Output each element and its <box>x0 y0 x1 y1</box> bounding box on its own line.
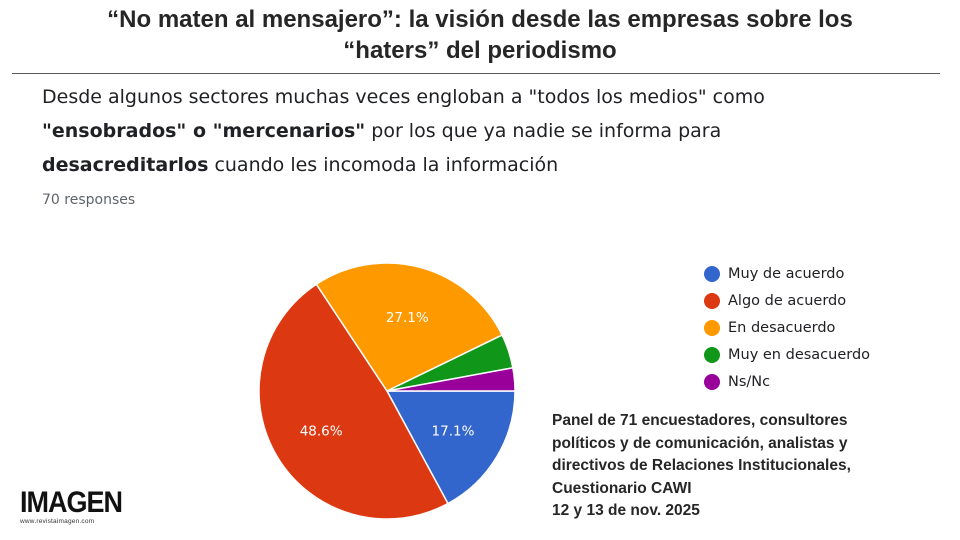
source-line-4: Cuestionario CAWI <box>552 479 692 497</box>
question-bold-1: "ensobrados" o "mercenarios" <box>42 120 366 142</box>
chart-legend: Muy de acuerdo Algo de acuerdo En desacuer… <box>704 260 870 395</box>
source-note: Panel de 71 encuestadores, consultores p… <box>552 410 942 523</box>
title-divider <box>12 73 940 74</box>
legend-swatch-1 <box>704 292 720 309</box>
legend-item-3: Muy en desacuerdo <box>704 341 870 368</box>
pie-slice-1 <box>258 283 449 520</box>
source-line-3: directivos de Relaciones Institucionales… <box>552 457 851 474</box>
legend-swatch-3 <box>704 346 720 363</box>
legend-swatch-0 <box>704 265 720 282</box>
logo-url: www.revistaimagen.com <box>20 518 95 525</box>
legend-swatch-2 <box>704 319 720 336</box>
legend-label-2: En desacuerdo <box>728 319 836 336</box>
legend-item-1: Algo de acuerdo <box>704 287 870 314</box>
imagen-logo: IMAGEN www.revistaimagen.com <box>20 485 123 525</box>
pie-data-label-1: 48.6% <box>300 424 343 440</box>
pie-slice-4 <box>386 366 516 392</box>
legend-item-0: Muy de acuerdo <box>704 260 870 287</box>
legend-item-4: Ns/Nc <box>704 368 870 395</box>
pie-slice-0 <box>385 390 516 505</box>
pie-slice-2 <box>315 262 504 392</box>
question-text-3: cuando les incomoda la información <box>208 154 559 176</box>
response-count: 70 responses <box>42 192 136 208</box>
legend-label-0: Muy de acuerdo <box>728 265 845 282</box>
legend-label-3: Muy en desacuerdo <box>728 346 871 363</box>
source-line-2: políticos y de comunicación, analistas y <box>552 434 848 452</box>
pie-data-label-0: 17.1% <box>432 423 475 439</box>
legend-label-1: Algo de acuerdo <box>728 292 847 309</box>
survey-question: Desde algunos sectores muchas veces engl… <box>42 80 892 182</box>
question-text-1: Desde algunos sectores muchas veces engl… <box>42 86 765 108</box>
pie-data-label-2: 27.1% <box>386 310 429 326</box>
legend-label-4: Ns/Nc <box>728 373 771 390</box>
source-line-5: 12 y 13 de nov. 2025 <box>552 502 700 519</box>
legend-swatch-4 <box>704 373 720 390</box>
page-title: “No maten al mensajero”: la visión desde… <box>20 4 940 66</box>
pie-chart: 17.1% 48.6% 27.1% <box>258 262 516 520</box>
logo-wordmark: IMAGEN <box>20 485 123 519</box>
question-text-2: por los que ya nadie se informa para <box>365 120 722 142</box>
question-bold-2: desacreditarlos <box>42 154 209 176</box>
source-line-1: Panel de 71 encuestadores, consultores <box>552 412 848 429</box>
legend-item-2: En desacuerdo <box>704 314 870 341</box>
title-line-2: “haters” del periodismo <box>343 37 617 64</box>
title-line-1: “No maten al mensajero”: la visión desde… <box>107 6 853 33</box>
